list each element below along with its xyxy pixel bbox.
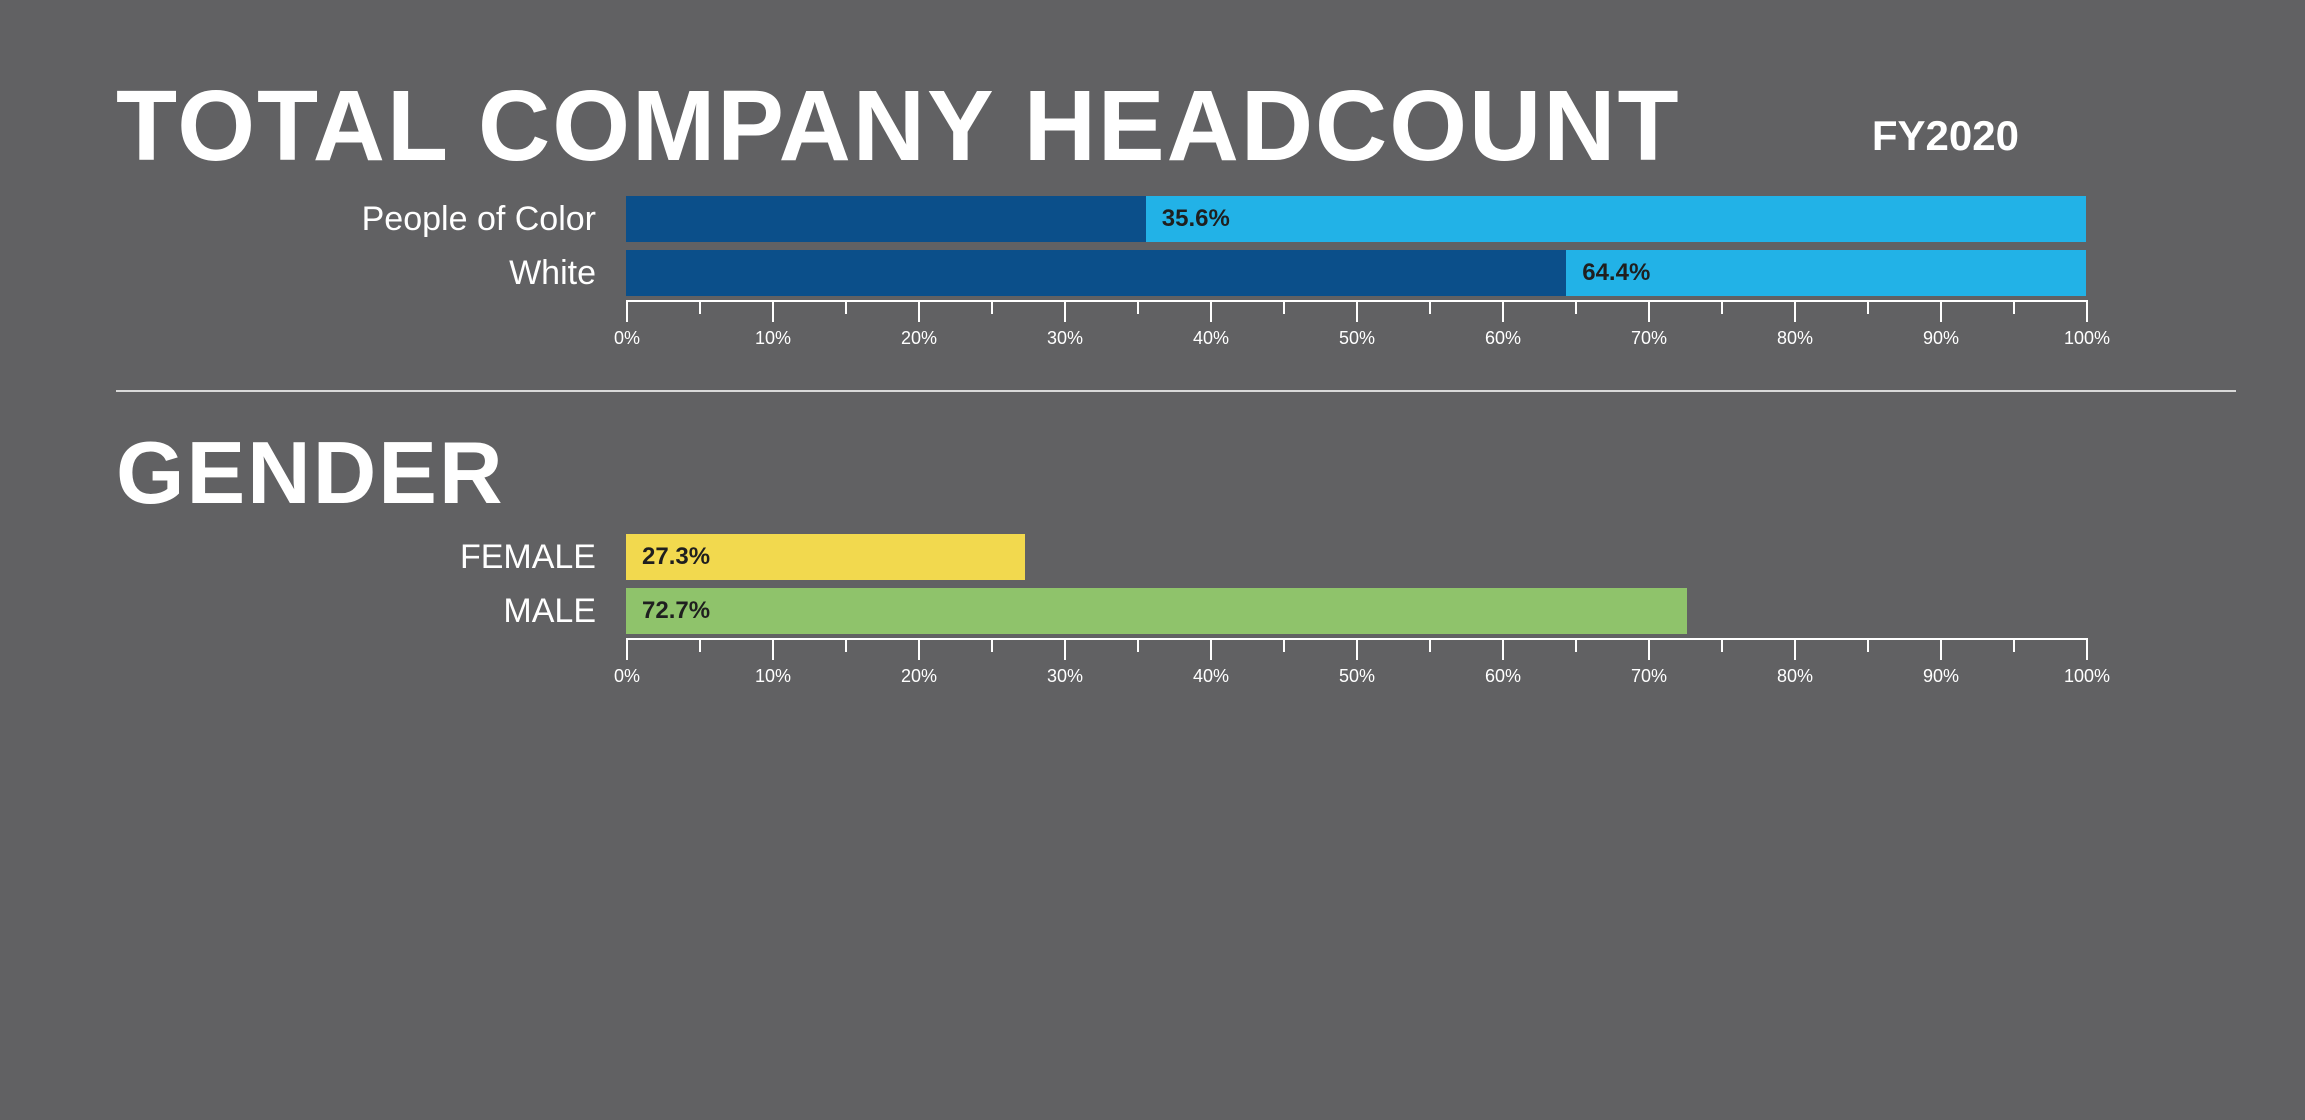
axis-tick-major: 70% [1648, 638, 1650, 660]
axis-tick-major: 40% [1210, 638, 1212, 660]
axis-tick-major: 90% [1940, 300, 1942, 322]
axis-tick-label: 40% [1193, 666, 1229, 687]
axis-tick-label: 50% [1339, 328, 1375, 349]
axis-tick-label: 60% [1485, 666, 1521, 687]
axis-tick-major: 10% [772, 638, 774, 660]
axis-tick-major: 10% [772, 300, 774, 322]
axis-tick-minor [1721, 300, 1723, 314]
axis-tick-label: 0% [614, 666, 640, 687]
axis-tick-major: 30% [1064, 638, 1066, 660]
axis-tick-label: 30% [1047, 328, 1083, 349]
chart-bar-track: 64.4% [626, 250, 2086, 296]
axis-tick-minor [699, 638, 701, 652]
axis-tick-minor [1137, 638, 1139, 652]
axis-tick-major: 30% [1064, 300, 1066, 322]
axis-tick-major: 80% [1794, 638, 1796, 660]
fiscal-year-label: FY2020 [1872, 112, 2019, 160]
axis-tick-minor [991, 300, 993, 314]
axis-tick-major: 100% [2086, 300, 2088, 322]
axis-tick-minor [1867, 300, 1869, 314]
chart-row: MALE72.7% [116, 588, 2239, 634]
gender-chart: FEMALE27.3%MALE72.7% [116, 534, 2239, 634]
axis-tick-major: 20% [918, 638, 920, 660]
slide-root: TOTAL COMPANY HEADCOUNT FY2020 People of… [0, 0, 2305, 1120]
axis-tick-minor [845, 300, 847, 314]
axis-tick-major: 0% [626, 638, 628, 660]
axis-tick-label: 10% [755, 328, 791, 349]
axis-tick-minor [845, 638, 847, 652]
page-title: TOTAL COMPANY HEADCOUNT [116, 76, 1681, 176]
chart-row-label: MALE [116, 592, 626, 631]
axis-tick-label: 10% [755, 666, 791, 687]
chart-row-label: People of Color [116, 200, 626, 239]
axis-tick-label: 70% [1631, 328, 1667, 349]
axis-tick-minor [699, 300, 701, 314]
section-divider [116, 390, 2236, 392]
axis-tick-minor [1575, 638, 1577, 652]
axis-tick-label: 90% [1923, 328, 1959, 349]
chart-row: FEMALE27.3% [116, 534, 2239, 580]
axis-tick-label: 20% [901, 328, 937, 349]
gender-section-title: GENDER [116, 422, 2239, 524]
axis-tick-label: 0% [614, 328, 640, 349]
axis-tick-label: 80% [1777, 328, 1813, 349]
axis-tick-label: 90% [1923, 666, 1959, 687]
axis-tick-minor [1721, 638, 1723, 652]
chart-bar-value: 64.4% [1566, 250, 1650, 296]
header: TOTAL COMPANY HEADCOUNT FY2020 [116, 76, 2239, 176]
axis-tick-major: 60% [1502, 638, 1504, 660]
axis-tick-major: 50% [1356, 300, 1358, 322]
chart-row-label: FEMALE [116, 538, 626, 577]
axis-tick-minor [2013, 300, 2015, 314]
axis-tick-minor [1429, 300, 1431, 314]
axis-tick-label: 100% [2064, 666, 2110, 687]
axis-tick-major: 80% [1794, 300, 1796, 322]
axis-tick-label: 60% [1485, 328, 1521, 349]
axis-tick-minor [991, 638, 993, 652]
axis-tick-label: 40% [1193, 328, 1229, 349]
axis-tick-minor [1575, 300, 1577, 314]
axis-tick-label: 20% [901, 666, 937, 687]
chart-bar-value: 72.7% [626, 588, 710, 634]
chart-row-label: White [116, 254, 626, 293]
axis-tick-major: 100% [2086, 638, 2088, 660]
axis-tick-label: 100% [2064, 328, 2110, 349]
axis-tick-major: 40% [1210, 300, 1212, 322]
gender-chart-axis: 0% 10% 20% 30% 40% 50% 60% 70% 80% 90% 100% [626, 638, 2239, 698]
ethnicity-chart-axis: 0% 10% 20% 30% 40% 50% 60% 70% 80% 90% 100% [626, 300, 2239, 360]
axis-tick-major: 90% [1940, 638, 1942, 660]
axis-tick-label: 70% [1631, 666, 1667, 687]
axis-tick-minor [1137, 300, 1139, 314]
axis-tick-major: 20% [918, 300, 920, 322]
chart-bar [626, 196, 1146, 242]
axis-tick-label: 30% [1047, 666, 1083, 687]
axis-tick-minor [1429, 638, 1431, 652]
chart-row: White 64.4% [116, 250, 2239, 296]
axis-tick-major: 70% [1648, 300, 1650, 322]
axis-tick-minor [1283, 638, 1285, 652]
chart-bar-value: 27.3% [626, 534, 710, 580]
chart-bar [626, 250, 1566, 296]
chart-bar-track: 72.7% [626, 588, 2086, 634]
chart-bar-track: 35.6% [626, 196, 2086, 242]
chart-bar-value: 35.6% [1146, 196, 1230, 242]
axis-tick-major: 50% [1356, 638, 1358, 660]
chart-row: People of Color 35.6% [116, 196, 2239, 242]
axis-tick-label: 80% [1777, 666, 1813, 687]
axis-tick-minor [1283, 300, 1285, 314]
ethnicity-chart: People of Color 35.6% White 64.4% [116, 196, 2239, 296]
chart-bar-track: 27.3% [626, 534, 2086, 580]
axis-tick-major: 0% [626, 300, 628, 322]
chart-bar [626, 588, 1687, 634]
axis-tick-minor [1867, 638, 1869, 652]
axis-tick-label: 50% [1339, 666, 1375, 687]
axis-tick-minor [2013, 638, 2015, 652]
axis-tick-major: 60% [1502, 300, 1504, 322]
